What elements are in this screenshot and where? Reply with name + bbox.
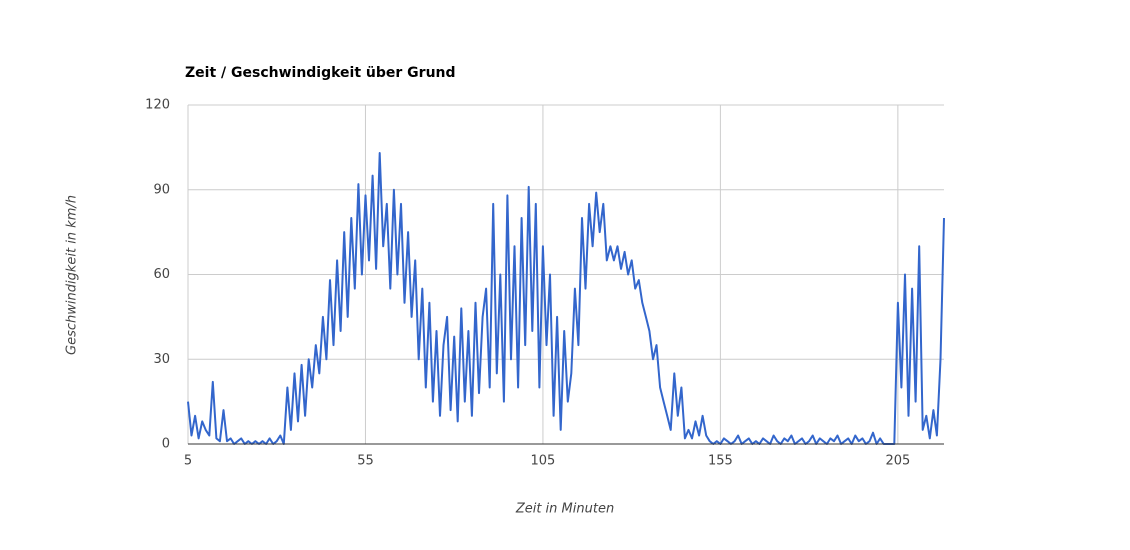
chart-title: Zeit / Geschwindigkeit über Grund <box>185 65 456 81</box>
y-tick-label: 60 <box>153 267 170 282</box>
x-tick-label: 205 <box>885 454 910 469</box>
y-tick-label: 0 <box>162 437 170 452</box>
y-tick-label: 90 <box>153 182 170 197</box>
x-tick-label: 55 <box>357 454 374 469</box>
x-axis-title: Zeit in Minuten <box>515 502 614 517</box>
y-tick-label: 30 <box>153 352 170 367</box>
x-tick-label: 105 <box>531 454 556 469</box>
y-tick-label: 120 <box>145 98 170 113</box>
y-axis-title: Geschwindigkeit in km/h <box>65 195 80 355</box>
series-line <box>187 152 945 445</box>
x-tick-label: 5 <box>184 454 192 469</box>
x-tick-label: 155 <box>708 454 733 469</box>
